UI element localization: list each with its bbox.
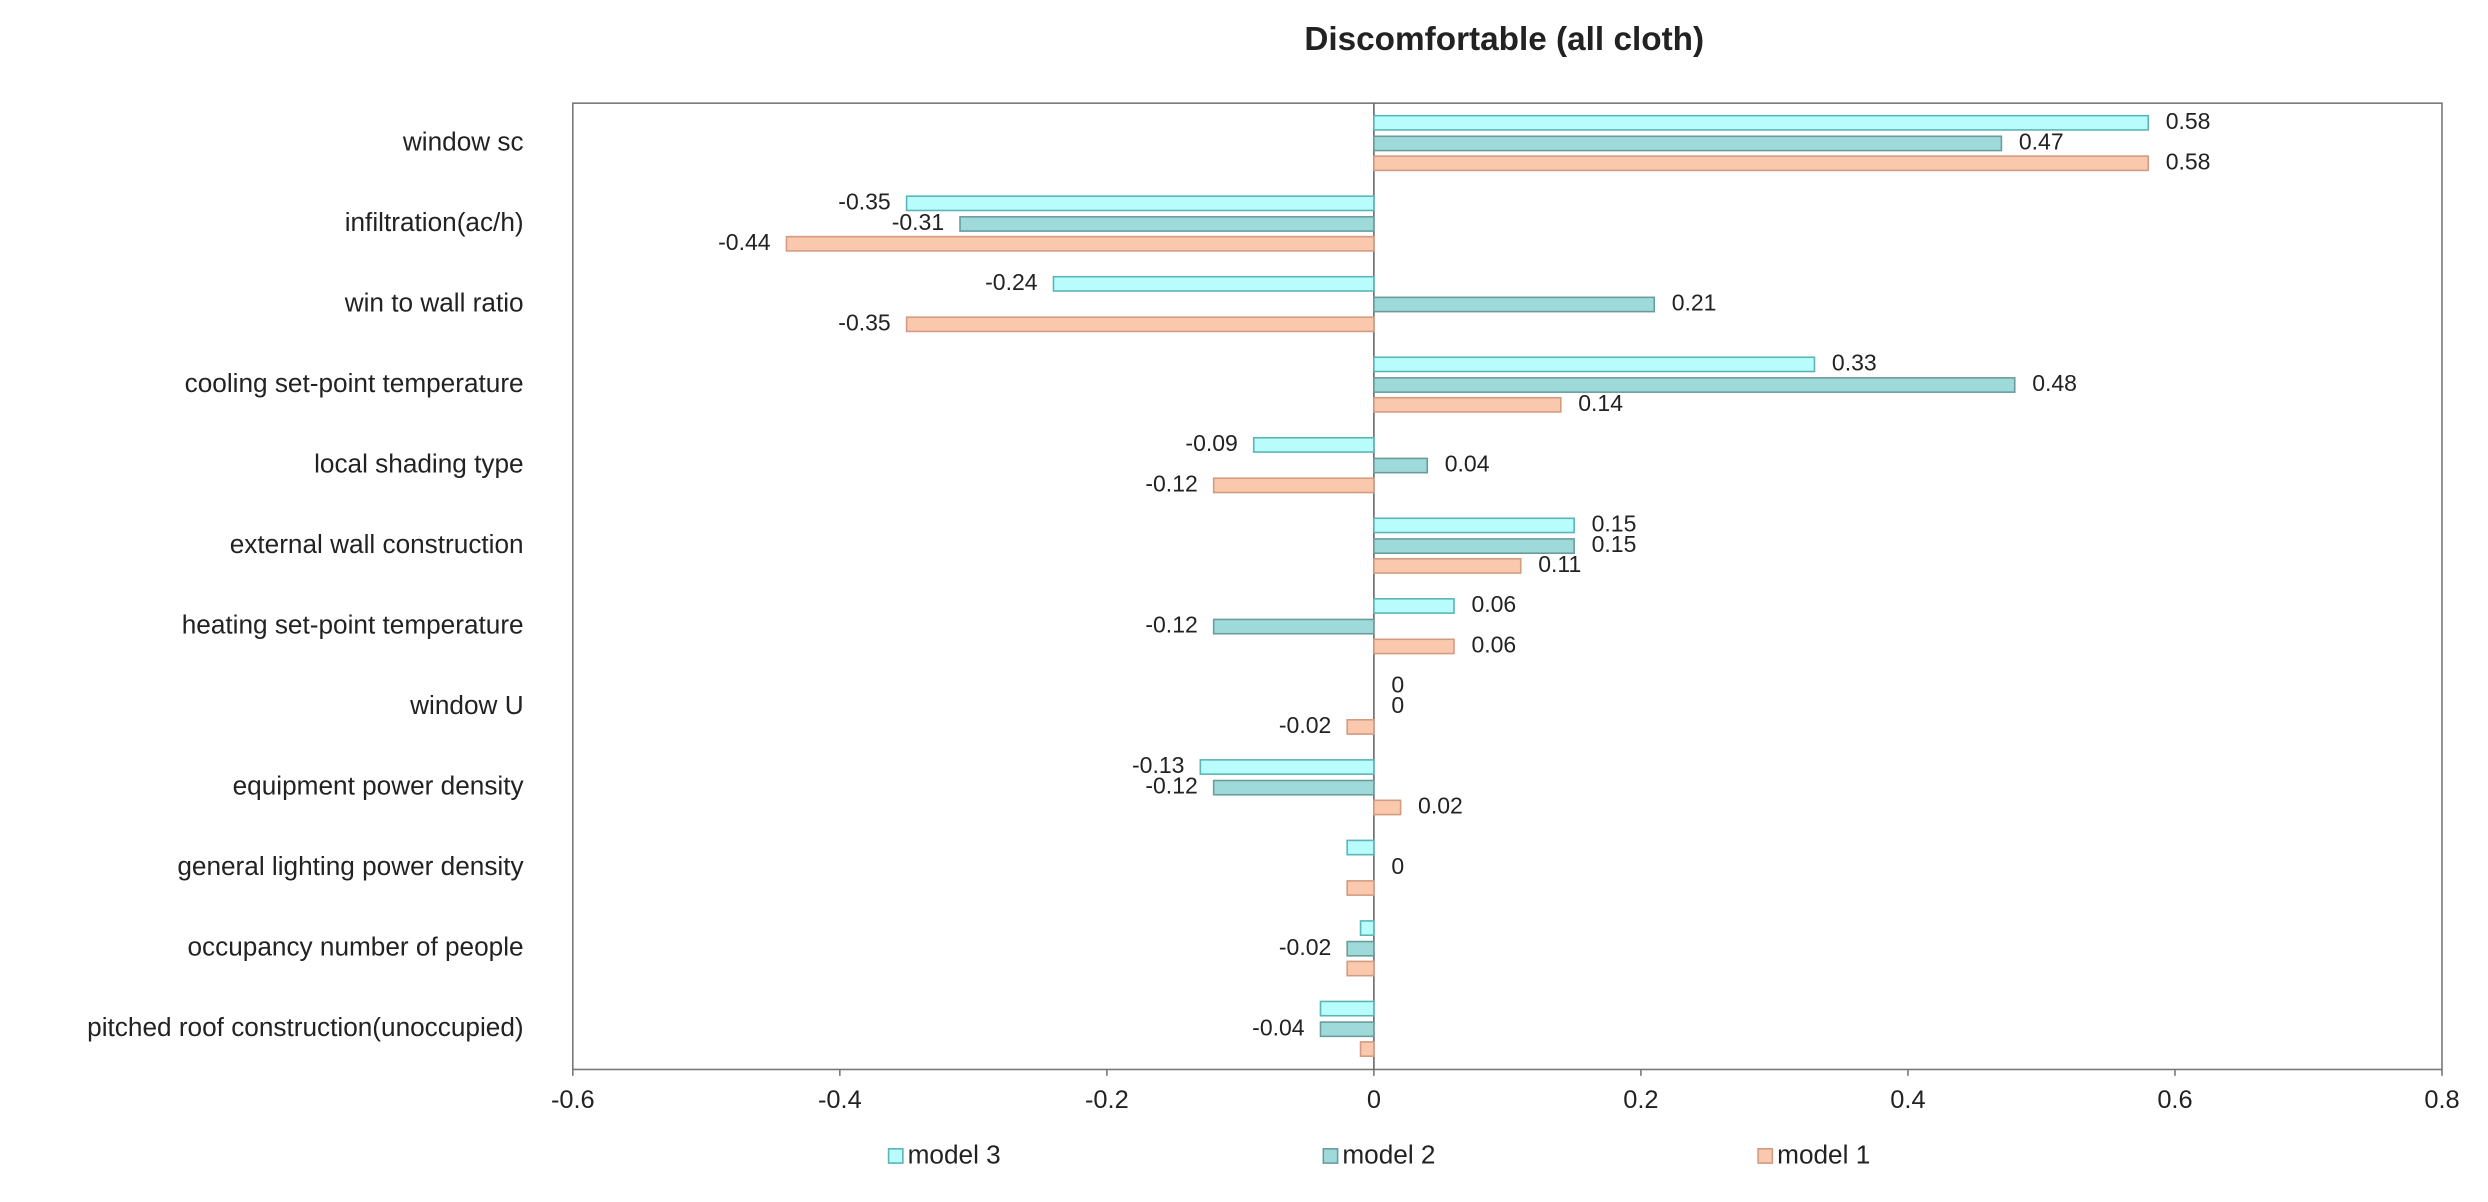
bar xyxy=(1346,880,1375,896)
bar xyxy=(1359,1041,1375,1057)
data-label: -0.02 xyxy=(1279,934,1331,960)
data-label: -0.12 xyxy=(1145,773,1197,799)
bar xyxy=(905,316,1375,333)
bar xyxy=(1212,477,1375,494)
y-tick-label: heating set-point temperature xyxy=(182,610,524,640)
data-label: 0.58 xyxy=(2166,108,2211,134)
data-label: 0.02 xyxy=(1418,793,1463,819)
data-label: 0.58 xyxy=(2166,148,2211,174)
x-tick-label: 0 xyxy=(1367,1086,1381,1114)
data-label: -0.09 xyxy=(1185,430,1237,456)
data-label: -0.12 xyxy=(1145,470,1197,496)
y-tick-label: window sc xyxy=(402,126,524,156)
bar xyxy=(1373,638,1455,655)
y-tick-label: occupancy number of people xyxy=(188,932,524,962)
bar xyxy=(1373,155,2150,172)
x-tick-label: 0.4 xyxy=(1890,1086,1925,1114)
bar xyxy=(1252,436,1375,453)
x-tick-label: 0.2 xyxy=(1623,1086,1658,1114)
bar xyxy=(959,216,1375,232)
data-label: 0.11 xyxy=(1538,551,1581,577)
bar xyxy=(1373,557,1522,574)
bar xyxy=(1346,960,1375,977)
bar xyxy=(1359,920,1375,936)
bar xyxy=(1199,759,1375,775)
data-label: -0.35 xyxy=(838,309,890,335)
x-tick-label: -0.6 xyxy=(551,1086,595,1114)
data-label: 0 xyxy=(1391,853,1404,879)
y-tick-label: general lighting power density xyxy=(177,851,524,881)
bar xyxy=(1346,839,1375,856)
bar xyxy=(1373,799,1402,816)
legend-label: model 1 xyxy=(1777,1140,1870,1170)
bar xyxy=(785,235,1375,252)
data-label: -0.44 xyxy=(718,229,771,255)
bar xyxy=(1373,396,1562,413)
legend-label: model 2 xyxy=(1342,1140,1435,1170)
bar xyxy=(1319,1000,1375,1017)
data-label: 0.15 xyxy=(1592,511,1637,537)
x-tick-label: -0.2 xyxy=(1085,1086,1129,1114)
bar xyxy=(1373,457,1429,474)
data-label: 0.48 xyxy=(2032,370,2077,396)
y-tick-label: win to wall ratio xyxy=(344,287,524,317)
legend-swatch xyxy=(1322,1148,1339,1164)
y-tick-label: infiltration(ac/h) xyxy=(345,207,524,237)
data-label: -0.12 xyxy=(1145,612,1197,638)
bar xyxy=(1346,719,1375,735)
data-label: 0.21 xyxy=(1672,290,1717,316)
bar xyxy=(1373,538,1575,554)
bar xyxy=(1373,377,2016,393)
y-tick-label: local shading type xyxy=(314,448,524,478)
x-tick-label: -0.4 xyxy=(818,1086,862,1114)
y-tick-label: window U xyxy=(409,690,523,720)
bar xyxy=(1373,296,1656,313)
bar xyxy=(1212,779,1375,796)
data-label: 0.06 xyxy=(1471,631,1516,657)
bar xyxy=(1373,135,2003,152)
legend-swatch xyxy=(887,1148,904,1164)
data-label: -0.02 xyxy=(1279,712,1331,738)
legend-swatch xyxy=(1757,1148,1774,1164)
data-label: -0.04 xyxy=(1252,1014,1305,1040)
bar xyxy=(1373,517,1575,534)
data-label: -0.13 xyxy=(1132,752,1184,778)
data-label: -0.35 xyxy=(838,188,890,214)
data-label: 0.14 xyxy=(1578,390,1623,416)
bar xyxy=(1373,114,2150,131)
bar xyxy=(1373,356,1816,373)
data-label: 0 xyxy=(1391,692,1404,718)
data-label: -0.24 xyxy=(985,269,1038,295)
bar xyxy=(1346,940,1375,957)
data-label: 0.06 xyxy=(1471,591,1516,617)
chart-title: Discomfortable (all cloth) xyxy=(1304,21,1704,58)
bar xyxy=(1212,618,1375,635)
data-label: 0 xyxy=(1391,672,1404,698)
bar xyxy=(1052,275,1375,292)
legend-label: model 3 xyxy=(908,1140,1001,1170)
x-tick-label: 0.8 xyxy=(2424,1086,2459,1114)
y-tick-label: external wall construction xyxy=(230,529,524,559)
x-tick-label: 0.6 xyxy=(2157,1086,2192,1114)
bar xyxy=(905,195,1375,212)
y-tick-label: cooling set-point temperature xyxy=(185,368,524,398)
data-label: 0.15 xyxy=(1592,531,1637,557)
data-label: 0.47 xyxy=(2019,129,2064,155)
bar xyxy=(1373,598,1455,614)
data-label: -0.31 xyxy=(892,209,944,235)
bar xyxy=(1319,1021,1375,1038)
data-label: 0.33 xyxy=(1832,349,1877,375)
plot-frame xyxy=(572,102,2443,1071)
y-tick-label: equipment power density xyxy=(233,771,525,801)
y-tick-label: pitched roof construction(unoccupied) xyxy=(87,1012,523,1042)
data-label: 0.04 xyxy=(1445,451,1490,477)
